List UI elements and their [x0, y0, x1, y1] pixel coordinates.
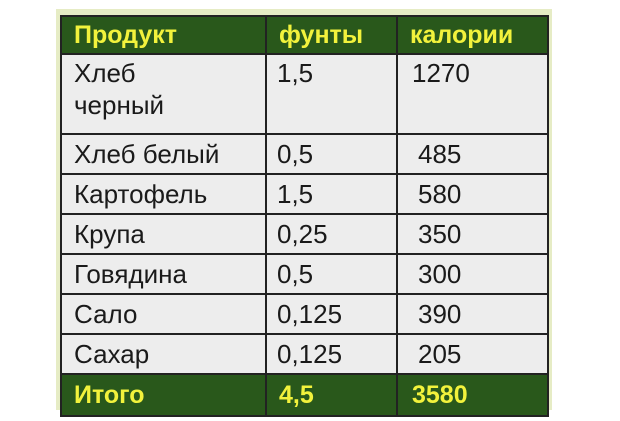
table-row: Крупа 0,25 350: [60, 213, 549, 255]
calories-cell: 205: [396, 333, 549, 375]
header-row: Продукт фунты калории: [60, 15, 549, 55]
calories-cell: 1270: [396, 53, 549, 135]
pounds-cell: 1,5: [265, 173, 398, 215]
calories-cell: 300: [396, 253, 549, 295]
total-label: Итого: [60, 373, 267, 417]
pounds-cell: 0,125: [265, 333, 398, 375]
calories-cell: 350: [396, 213, 549, 255]
pounds-cell: 0,25: [265, 213, 398, 255]
product-name: Хлеб черный: [74, 58, 165, 120]
table-row: Хлеб белый 0,5 485: [60, 133, 549, 175]
product-cell: Хлеб черный: [60, 53, 267, 135]
food-calories-table: Продукт фунты калории Хлеб черный 1,5 12…: [60, 15, 549, 417]
header-product: Продукт: [60, 15, 267, 55]
table-row: Сахар 0,125 205: [60, 333, 549, 375]
table-row: Картофель 1,5 580: [60, 173, 549, 215]
pounds-cell: 0,125: [265, 293, 398, 335]
table-row: Хлеб черный 1,5 1270: [60, 53, 549, 135]
calories-cell: 485: [396, 133, 549, 175]
pounds-cell: 1,5: [265, 53, 398, 135]
product-cell: Сало: [60, 293, 267, 335]
table-row: Говядина 0,5 300: [60, 253, 549, 295]
header-pounds: фунты: [265, 15, 398, 55]
calories-cell: 580: [396, 173, 549, 215]
product-cell: Говядина: [60, 253, 267, 295]
header-calories: калории: [396, 15, 549, 55]
product-cell: Хлеб белый: [60, 133, 267, 175]
total-calories: 3580: [396, 373, 549, 417]
table-row: Сало 0,125 390: [60, 293, 549, 335]
total-row: Итого 4,5 3580: [60, 373, 549, 417]
product-cell: Картофель: [60, 173, 267, 215]
total-pounds: 4,5: [265, 373, 398, 417]
pounds-cell: 0,5: [265, 253, 398, 295]
product-cell: Крупа: [60, 213, 267, 255]
pounds-cell: 0,5: [265, 133, 398, 175]
calories-cell: 390: [396, 293, 549, 335]
product-cell: Сахар: [60, 333, 267, 375]
